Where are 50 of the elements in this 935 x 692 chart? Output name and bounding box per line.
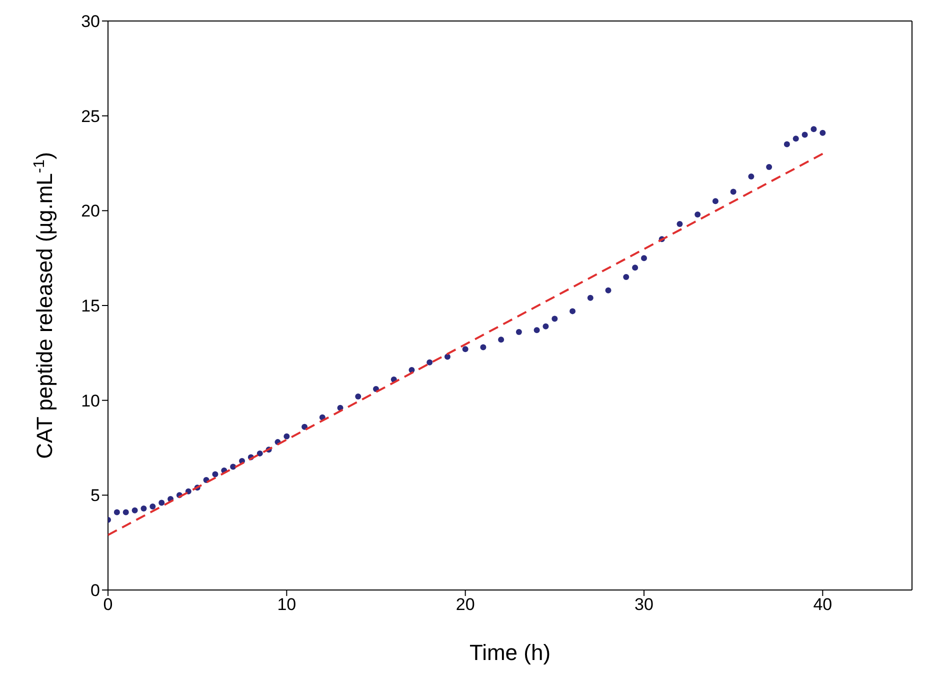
point [730, 188, 736, 195]
point [694, 211, 701, 218]
point [623, 274, 630, 280]
point [542, 323, 549, 330]
point [150, 504, 156, 510]
point [140, 505, 147, 512]
y-tick-label: 20 [81, 202, 100, 221]
point [784, 141, 790, 148]
point [587, 294, 594, 301]
point [748, 174, 754, 180]
point [641, 255, 647, 262]
point [355, 394, 362, 400]
point [516, 329, 522, 336]
y-tick-label: 0 [90, 581, 100, 600]
y-tick-label: 15 [81, 296, 100, 316]
point [676, 220, 683, 227]
point [802, 132, 808, 138]
point [426, 359, 433, 366]
x-axis-title: Time (h) [469, 640, 551, 665]
point [766, 164, 772, 170]
y-tick-label: 30 [81, 12, 100, 32]
point [122, 509, 129, 516]
point [284, 433, 290, 440]
y-tick-label: 25 [81, 106, 100, 126]
point [792, 136, 799, 142]
x-tick-label: 20 [456, 595, 475, 614]
point [302, 424, 308, 430]
point [114, 509, 120, 516]
point [632, 264, 638, 271]
x-tick-label: 0 [103, 595, 113, 614]
point [212, 471, 218, 478]
point [712, 198, 718, 204]
y-tick-label: 5 [90, 486, 100, 506]
x-tick-label: 10 [277, 595, 296, 614]
point [534, 327, 540, 334]
point [810, 126, 817, 132]
point [256, 450, 263, 456]
point [498, 336, 504, 343]
point [552, 316, 558, 322]
point [570, 308, 576, 314]
x-tick-label: 30 [634, 595, 654, 614]
y-tick-label: 10 [81, 391, 100, 410]
point [820, 130, 826, 136]
x-tick-label: 40 [813, 595, 832, 614]
point [132, 507, 138, 514]
point [480, 344, 486, 350]
point [605, 287, 612, 294]
point [158, 500, 165, 506]
point [444, 354, 450, 360]
point [462, 346, 468, 352]
